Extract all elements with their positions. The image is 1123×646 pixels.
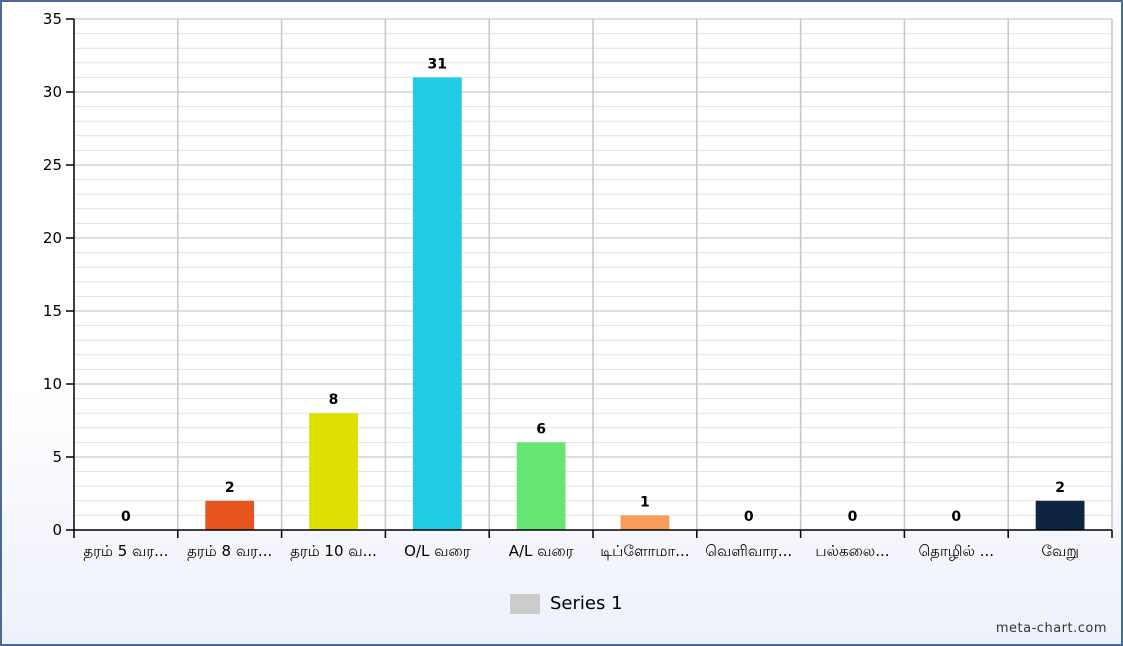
x-tick-label: தரம் 8 வர...	[187, 542, 272, 560]
bar	[205, 500, 255, 530]
data-label: 2	[225, 480, 235, 496]
bar	[516, 442, 566, 530]
y-tick-label: 15	[43, 302, 62, 320]
y-tick-label: 0	[52, 521, 62, 539]
x-tick-label: O/L வரை	[404, 542, 471, 560]
watermark: meta-chart.com	[995, 621, 1107, 636]
data-label: 0	[848, 509, 858, 525]
y-tick-label: 20	[43, 229, 62, 247]
data-label: 6	[536, 421, 546, 437]
legend: Series 1	[510, 593, 623, 614]
data-label: 1	[640, 494, 650, 510]
data-label: 0	[744, 509, 754, 525]
x-tick-label: A/L வரை	[509, 542, 574, 560]
bar	[1035, 500, 1085, 530]
data-label: 0	[951, 509, 961, 525]
y-tick-label: 30	[43, 83, 62, 101]
data-label: 2	[1055, 480, 1065, 496]
data-label: 8	[329, 392, 339, 408]
data-label: 0	[121, 509, 131, 525]
x-tick-label: தரம் 5 வர...	[83, 542, 168, 560]
x-tick-label: தொழில் ...	[919, 542, 995, 560]
bar	[620, 515, 670, 530]
x-tick-label: பல்கலை...	[815, 542, 889, 560]
legend-swatch	[510, 593, 540, 614]
x-tick-label: தரம் 10 வ...	[290, 542, 377, 560]
data-label: 31	[428, 56, 447, 72]
legend-label: Series 1	[550, 593, 623, 614]
x-tick-label: வெளிவார...	[705, 542, 792, 560]
bar	[412, 77, 462, 531]
y-tick-label: 35	[43, 10, 62, 28]
y-tick-label: 10	[43, 375, 62, 393]
y-tick-label: 5	[52, 448, 62, 466]
x-tick-label: வேறு	[1041, 542, 1079, 560]
y-tick-label: 25	[43, 156, 62, 174]
x-tick-label: டிப்ளோமா...	[600, 542, 689, 560]
bar	[309, 413, 358, 530]
